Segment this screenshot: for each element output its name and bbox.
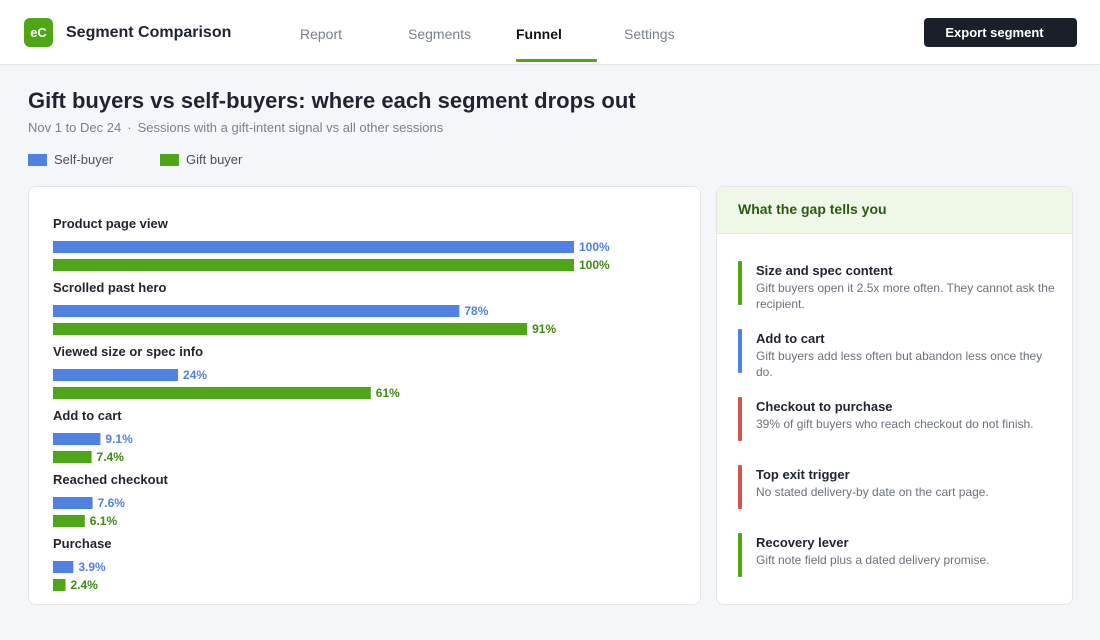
category-label-purchase: Purchase [53, 536, 112, 551]
bar-self-buyer-scrolled-past-hero[interactable] [53, 305, 460, 317]
insight-text: Gift buyers open it 2.5x more often. The… [756, 281, 1055, 311]
insight-text: 39% of gift buyers who reach checkout do… [756, 417, 1034, 431]
tab-report[interactable]: Report [300, 26, 343, 42]
insights-panel: What the gap tells you Size and spec con… [716, 186, 1073, 605]
value-label-gift-buyer-product-page-view: 100% [579, 258, 610, 272]
bar-gift-buyer-add-to-cart[interactable] [53, 451, 92, 463]
insight-title: Recovery lever [756, 535, 849, 550]
bar-self-buyer-add-to-cart[interactable] [53, 433, 101, 445]
category-label-add-to-cart: Add to cart [53, 408, 122, 423]
bar-self-buyer-reached-checkout[interactable] [53, 497, 93, 509]
app-title: Segment Comparison [66, 24, 232, 41]
insight-accent-bar [738, 329, 742, 373]
legend-gift-buyer: Gift buyer [160, 152, 242, 167]
value-label-self-buyer-reached-checkout: 7.6% [98, 496, 126, 510]
value-label-gift-buyer-scrolled-past-hero: 91% [532, 322, 556, 336]
insight-title: Top exit trigger [756, 467, 850, 482]
value-label-self-buyer-scrolled-past-hero: 78% [464, 304, 488, 318]
insight-title: Checkout to purchase [756, 399, 893, 414]
legend-label-gift-buyer: Gift buyer [186, 152, 243, 167]
insights-heading: What the gap tells you [717, 187, 1072, 234]
bar-self-buyer-product-page-view[interactable] [53, 241, 574, 253]
top-bar: eC Segment Comparison Report Segments Fu… [0, 0, 1100, 65]
insight-accent-bar [738, 261, 742, 305]
segment-description: Sessions with a gift-intent signal vs al… [137, 120, 444, 135]
category-label-reached-checkout: Reached checkout [53, 472, 169, 487]
value-label-gift-buyer-purchase: 2.4% [71, 578, 99, 592]
legend-swatch-gift-buyer [160, 153, 179, 166]
bar-gift-buyer-scrolled-past-hero[interactable] [53, 323, 528, 335]
tab-settings[interactable]: Settings [624, 26, 675, 42]
insight-text: No stated delivery-by date on the cart p… [756, 485, 989, 499]
value-label-self-buyer-add-to-cart: 9.1% [105, 432, 133, 446]
active-tab-indicator [516, 59, 597, 62]
separator: · [127, 120, 132, 135]
legend-self-buyer: Self-buyer [28, 152, 113, 167]
tab-funnel[interactable]: Funnel [516, 26, 562, 42]
funnel-chart: Product page view 100% 100% Scrolled past h… [53, 216, 610, 592]
category-label-viewed-size-or-spec-info: Viewed size or spec info [53, 344, 203, 359]
export-segment-button[interactable]: Export segment [924, 18, 1077, 47]
value-label-self-buyer-purchase: 3.9% [78, 560, 106, 574]
app-logo[interactable]: eC [24, 18, 53, 47]
page-subtitle: Nov 1 to Dec 24 · Sessions with a gift-int… [28, 120, 443, 135]
insight-text: Gift note field plus a dated delivery pr… [756, 553, 990, 567]
insight-accent-bar [738, 533, 742, 577]
value-label-self-buyer-viewed-size-or-spec-info: 24% [183, 368, 207, 382]
date-range: Nov 1 to Dec 24 [28, 120, 122, 135]
bar-gift-buyer-viewed-size-or-spec-info[interactable] [53, 387, 371, 399]
category-label-scrolled-past-hero: Scrolled past hero [53, 280, 166, 295]
bar-self-buyer-viewed-size-or-spec-info[interactable] [53, 369, 179, 381]
value-label-gift-buyer-viewed-size-or-spec-info: 61% [376, 386, 400, 400]
value-label-gift-buyer-reached-checkout: 6.1% [90, 514, 118, 528]
insight-accent-bar [738, 397, 742, 441]
insight-title: Size and spec content [756, 263, 893, 278]
legend-swatch-self-buyer [28, 153, 47, 166]
tab-segments[interactable]: Segments [408, 26, 472, 42]
bar-self-buyer-purchase[interactable] [53, 561, 74, 573]
page-title: Gift buyers vs self-buyers: where each s… [28, 88, 636, 113]
bar-gift-buyer-reached-checkout[interactable] [53, 515, 85, 527]
bar-gift-buyer-purchase[interactable] [53, 579, 66, 591]
insight-accent-bar [738, 465, 742, 509]
insight-text: Gift buyers add less often but abandon l… [756, 349, 1043, 379]
category-label-product-page-view: Product page view [53, 216, 169, 231]
bar-gift-buyer-product-page-view[interactable] [53, 259, 574, 271]
value-label-gift-buyer-add-to-cart: 7.4% [97, 450, 125, 464]
legend-label-self-buyer: Self-buyer [54, 152, 114, 167]
insight-title: Add to cart [756, 331, 825, 346]
value-label-self-buyer-product-page-view: 100% [579, 240, 610, 254]
funnel-chart-card: Product page view 100% 100% Scrolled past h… [28, 186, 701, 605]
